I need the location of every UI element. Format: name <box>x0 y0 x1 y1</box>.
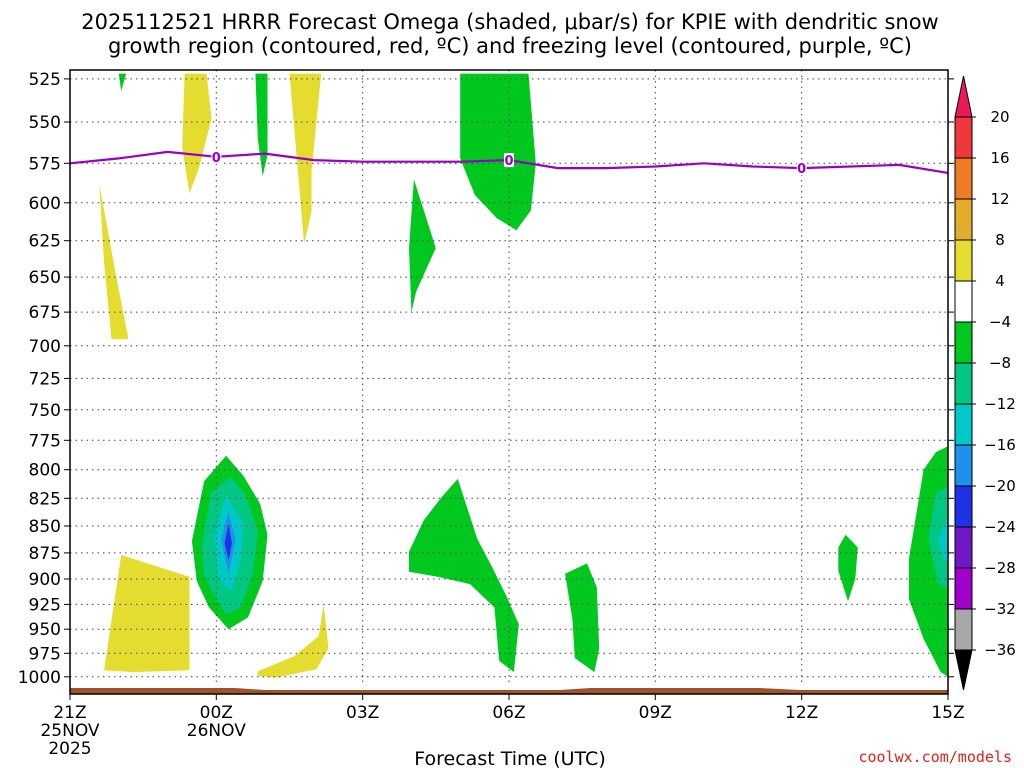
freezing-level-label: 0 <box>797 162 806 177</box>
colorbar-label: −24 <box>984 518 1016 536</box>
ground-strip <box>70 688 948 694</box>
omega-region-up1 <box>118 73 127 92</box>
colorbar-bottom-arrow <box>954 649 973 691</box>
freezing-level-label: 0 <box>504 154 513 169</box>
omega-region-up4 <box>409 179 436 313</box>
colorbar-label: −12 <box>984 395 1016 413</box>
y-tick-label: 825 <box>29 489 61 509</box>
y-tick-label: 725 <box>29 369 61 389</box>
x-tick-label: 03Z <box>346 703 379 723</box>
colorbar-box <box>954 362 973 405</box>
colorbar-label: 12 <box>990 190 1009 208</box>
colorbar-label: 20 <box>990 108 1009 126</box>
y-tick-label: 575 <box>29 154 61 174</box>
freezing-label-bg <box>796 161 807 176</box>
colorbar-label: −32 <box>984 600 1016 618</box>
x-tick-label: 12Z <box>785 703 818 723</box>
colorbar-box <box>954 157 973 200</box>
colorbar-label: −8 <box>989 354 1011 372</box>
colorbar: 20 16 12 8 4 −4 −8 −12 −16 −20 −24 −28 −32 −36 <box>954 75 1016 691</box>
y-tick-label: 700 <box>29 337 61 357</box>
omega-region-up11 <box>928 487 948 590</box>
colorbar-label: 16 <box>990 149 1009 167</box>
omega-region-up7 <box>838 534 858 602</box>
x-tick-date: 25NOV <box>40 721 99 741</box>
omega-region-dn1 <box>99 184 129 340</box>
y-tick-label: 950 <box>29 620 61 640</box>
y-tick-label: 850 <box>29 517 61 537</box>
omega-region-up15 <box>224 523 232 561</box>
y-tick-label: 750 <box>29 401 61 421</box>
y-tick-label: 525 <box>29 70 61 90</box>
x-tick-label: 21Z <box>53 703 86 723</box>
y-axis-ticks: 525 550 575 600 625 650 675 700 725 750 775 800 825 8… <box>18 70 954 688</box>
colorbar-label: −4 <box>989 313 1011 331</box>
gridlines <box>69 70 949 686</box>
omega-region-up6 <box>565 563 600 673</box>
colorbar-box <box>954 567 973 610</box>
omega-region-dn5 <box>257 604 329 678</box>
omega-region-up3 <box>460 73 536 231</box>
colorbar-label: −16 <box>984 436 1016 454</box>
freezing-level-contour: 0 0 0 <box>69 149 949 177</box>
chart-title-line1: 2025112521 HRRR Forecast Omega (shaded, … <box>81 10 938 34</box>
colorbar-box <box>954 239 973 282</box>
colorbar-box <box>954 116 973 159</box>
omega-region-dn2 <box>104 555 190 673</box>
colorbar-label: −28 <box>984 559 1016 577</box>
x-tick-date: 26NOV <box>187 721 246 741</box>
colorbar-box <box>954 198 973 241</box>
y-tick-label: 775 <box>29 431 61 451</box>
colorbar-top-arrow <box>954 75 973 118</box>
chart-title-line2: growth region (contoured, red, ºC) and f… <box>108 34 912 58</box>
omega-region-up5 <box>409 478 519 673</box>
y-tick-label: 975 <box>29 644 61 664</box>
y-tick-label: 600 <box>29 194 61 214</box>
colorbar-label: 4 <box>995 272 1005 290</box>
credit-link[interactable]: coolwx.com/models <box>858 748 1012 766</box>
y-tick-label: 1000 <box>18 668 61 688</box>
x-tick-label: 06Z <box>492 703 525 723</box>
colorbar-label: −20 <box>984 477 1016 495</box>
y-tick-label: 900 <box>29 570 61 590</box>
colorbar-box <box>954 403 973 446</box>
freezing-level-label: 0 <box>212 151 221 166</box>
colorbar-box <box>954 444 973 487</box>
colorbar-box <box>954 321 973 364</box>
x-axis-label: Forecast Time (UTC) <box>414 748 605 768</box>
omega-shading <box>99 73 948 678</box>
x-tick-label: 00Z <box>200 703 233 723</box>
omega-region-dn3 <box>182 73 212 194</box>
colorbar-label: −36 <box>984 641 1016 659</box>
x-tick-label: 09Z <box>639 703 672 723</box>
colorbar-label: 8 <box>995 231 1005 249</box>
y-tick-label: 625 <box>29 232 61 252</box>
colorbar-box <box>954 485 973 528</box>
omega-region-up13 <box>938 515 948 564</box>
y-tick-label: 800 <box>29 461 61 481</box>
colorbar-box <box>954 280 973 323</box>
freezing-label-bg <box>211 149 222 164</box>
y-tick-label: 650 <box>29 268 61 288</box>
y-tick-label: 875 <box>29 544 61 564</box>
x-tick-label: 15Z <box>931 703 964 723</box>
freezing-label-bg <box>504 153 514 168</box>
colorbar-box <box>954 526 973 569</box>
y-tick-label: 925 <box>29 595 61 615</box>
y-tick-label: 550 <box>29 113 61 133</box>
colorbar-box <box>954 608 973 651</box>
x-tick-year: 2025 <box>48 739 91 759</box>
omega-region-up2 <box>255 73 268 177</box>
ground-surface <box>70 688 948 694</box>
y-tick-label: 675 <box>29 303 61 323</box>
